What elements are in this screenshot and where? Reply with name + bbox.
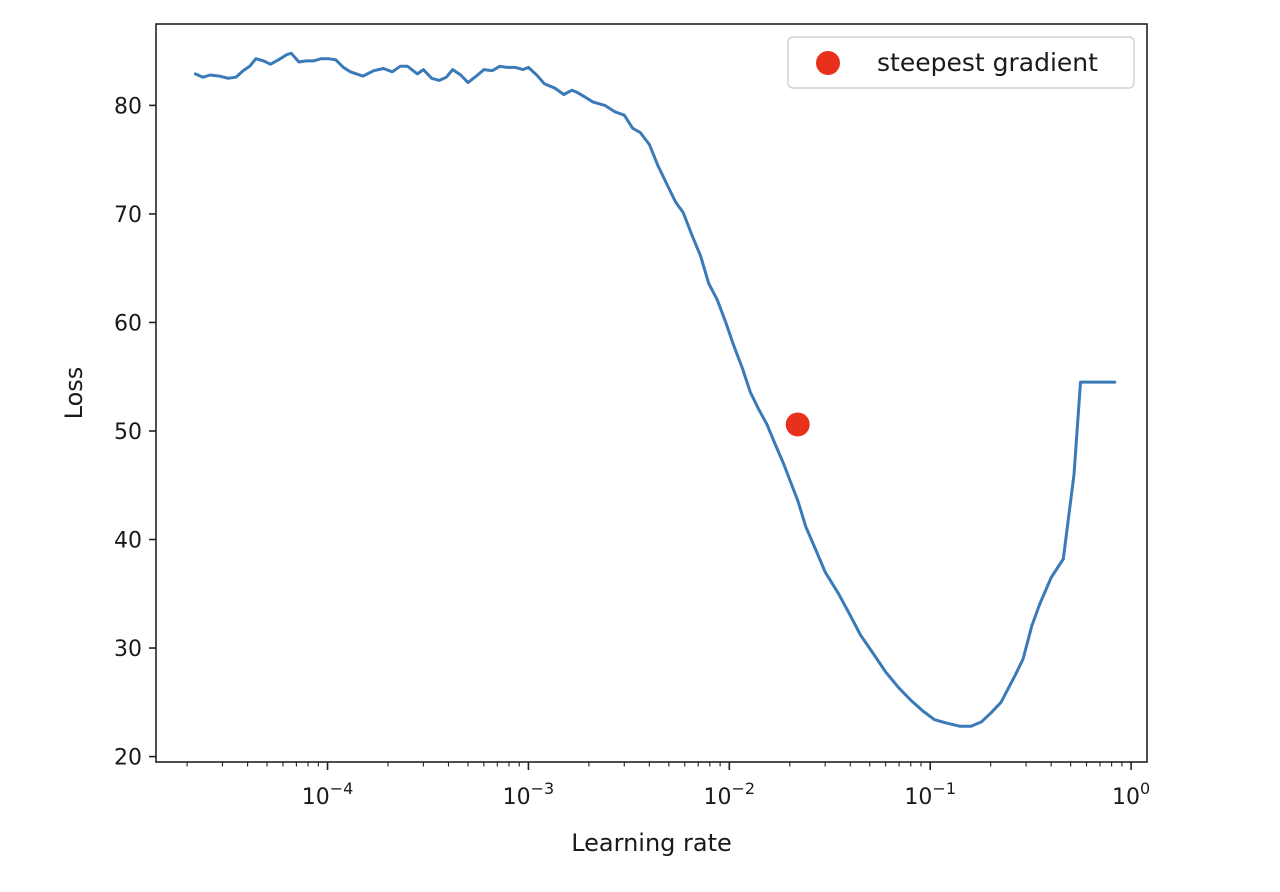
x-axis: 10−4 10−3 10−2 10−1 100: [302, 762, 1150, 810]
axes-frame: [155, 23, 1148, 763]
y-tick-label-30: 30: [114, 637, 142, 662]
y-tick-label-60: 60: [114, 311, 142, 336]
y-tick-label-50: 50: [114, 420, 142, 445]
y-axis-label: Loss: [60, 367, 88, 420]
x-minor-ticks: [186, 762, 1123, 767]
plot-area: [193, 51, 1117, 728]
legend-label-steepest-gradient: steepest gradient: [877, 48, 1098, 77]
x-tick-label-1: 10−3: [503, 779, 555, 810]
y-tick-label-40: 40: [114, 529, 142, 554]
legend-marker-steepest-gradient: [816, 51, 840, 75]
y-axis: 20 30 40 50 60 70 80: [114, 94, 156, 771]
legend: steepest gradient: [787, 36, 1135, 89]
x-axis-label: Learning rate: [571, 829, 732, 857]
x-tick-label-3: 10−1: [904, 779, 956, 810]
y-tick-label-20: 20: [114, 746, 142, 771]
y-tick-label-70: 70: [114, 203, 142, 228]
steepest-gradient-point: [785, 412, 810, 437]
loss-curve-0: [193, 51, 1117, 728]
y-tick-label-80: 80: [114, 94, 142, 119]
x-tick-label-0: 10−4: [302, 779, 354, 810]
x-tick-label-2: 10−2: [704, 779, 756, 810]
legend-box: [787, 36, 1135, 89]
x-tick-label-4: 100: [1112, 779, 1150, 810]
